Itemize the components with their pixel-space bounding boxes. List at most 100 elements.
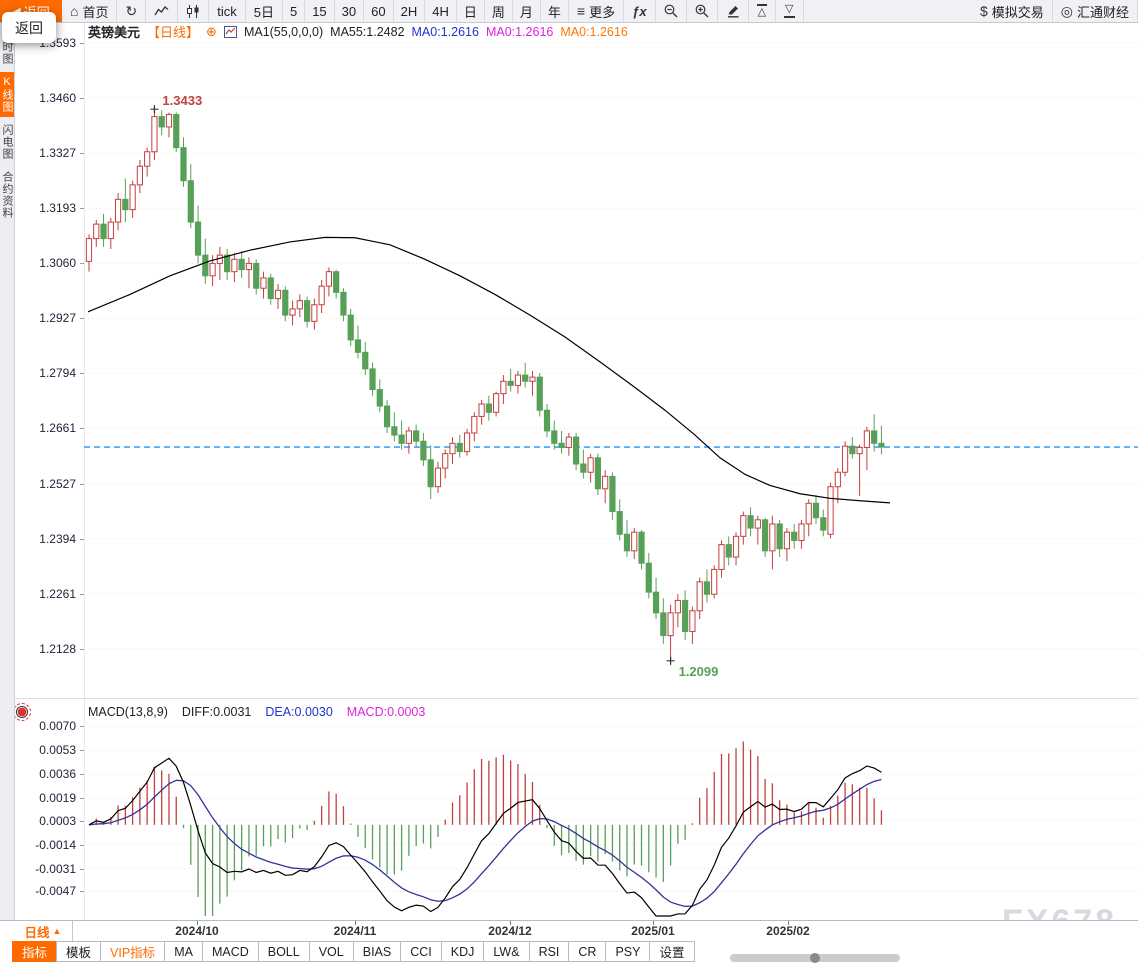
date-tick xyxy=(788,921,789,925)
price-axis-label: 1.2128 xyxy=(39,641,76,656)
sidebar-item-2[interactable]: 闪电图 xyxy=(1,124,13,160)
date-tick xyxy=(197,921,198,925)
price-axis-tick xyxy=(80,593,84,595)
toolbar-item-label: 周 xyxy=(491,4,505,20)
tab-BIAS[interactable]: BIAS xyxy=(352,941,402,962)
macd-axis-tick xyxy=(80,891,84,893)
macd-legend-row: MACD(13,8,9) DIFF:0.0031 DEA:0.0030 MACD… xyxy=(88,704,425,719)
line-chart-icon xyxy=(154,5,169,17)
toolbar-item-label: 模拟交易 xyxy=(991,4,1044,20)
price-axis-tick xyxy=(80,428,84,430)
ma55-value-label: MA55:1.2482 xyxy=(330,24,405,39)
macd-axis-label: 0.0003 xyxy=(39,813,76,828)
macd-axis-label: -0.0047 xyxy=(35,884,76,899)
add-compare-icon[interactable]: ⊕ xyxy=(206,23,217,39)
date-tick xyxy=(355,921,356,925)
toolbar-item-day[interactable]: 日 xyxy=(457,0,485,22)
macd-axis-tick xyxy=(80,844,84,846)
tab-PSY[interactable]: PSY xyxy=(605,941,651,962)
tab-CCI[interactable]: CCI xyxy=(400,941,442,962)
toolbar-item-zoom-in[interactable] xyxy=(687,0,718,22)
horizontal-scrollbar[interactable] xyxy=(730,953,900,963)
macd-chart[interactable] xyxy=(84,700,1138,918)
indicator-tabs: 指标 模板 VIP指标 MA MACD BOLL VOL BIAS CCI KDJ LW& RSI CR… xyxy=(12,941,695,962)
back-popup[interactable]: 返回 xyxy=(2,12,56,43)
period-badge-label: 日线 xyxy=(24,925,50,940)
tab-模板[interactable]: 模板 xyxy=(56,941,102,962)
scrollbar-handle[interactable] xyxy=(810,953,820,963)
toolbar-item-mark-top[interactable]: △ xyxy=(749,0,777,22)
price-axis-label: 1.2394 xyxy=(39,531,76,546)
toolbar-item-sim-trade[interactable]: $ 模拟交易 xyxy=(972,0,1053,22)
toolbar-item-label: 60 xyxy=(371,3,386,19)
macd-axis-label: 0.0036 xyxy=(39,767,76,781)
tab-BOLL[interactable]: BOLL xyxy=(257,941,310,962)
toolbar-item-m5[interactable]: 5 xyxy=(283,0,306,22)
price-axis-tick xyxy=(80,483,84,485)
sidebar-item-3[interactable]: 合约资料 xyxy=(1,171,13,219)
toolbar-item-label: 15 xyxy=(312,3,327,19)
toolbar-item-tick[interactable]: tick xyxy=(209,0,246,22)
chart-type-sidebar: 分时图 K线图 闪电图 合约资料 xyxy=(0,22,15,920)
toolbar-item-m60[interactable]: 60 xyxy=(364,0,394,22)
tab-MACD[interactable]: MACD xyxy=(201,941,259,962)
toolbar-item-m30[interactable]: 30 xyxy=(335,0,365,22)
macd-dea-label: DEA:0.0030 xyxy=(265,704,333,719)
macd-axis-label: -0.0014 xyxy=(35,837,76,852)
pane-divider xyxy=(14,698,1138,699)
zoom-out-icon xyxy=(664,4,678,18)
macd-axis-tick xyxy=(80,726,84,727)
toolbar-item-more[interactable]: ≡ 更多 xyxy=(569,0,625,22)
toolbar-item-h2[interactable]: 2H xyxy=(394,0,426,22)
tab-KDJ[interactable]: KDJ xyxy=(440,941,485,962)
toolbar-item-week[interactable]: 周 xyxy=(485,0,513,22)
toolbar-item-home[interactable]: ⌂ 首页 xyxy=(62,0,118,22)
macd-axis-tick xyxy=(80,774,84,775)
toolbar-item-5d[interactable]: 5日 xyxy=(246,0,283,22)
macd-axis-label: 0.0053 xyxy=(39,743,76,757)
svg-text:1.2099: 1.2099 xyxy=(679,664,719,679)
price-axis-tick xyxy=(80,263,84,265)
toolbar-item-huitong[interactable]: ◎ 汇通财经 xyxy=(1053,0,1138,22)
toolbar-item-label: 4H xyxy=(432,3,449,19)
toolbar-item-h4[interactable]: 4H xyxy=(425,0,457,22)
toolbar-item-mark-bottom[interactable]: ▽ xyxy=(776,0,804,22)
tab-LW&[interactable]: LW& xyxy=(483,941,530,962)
price-axis-tick xyxy=(80,318,84,320)
toolbar-item-draw[interactable] xyxy=(718,0,749,22)
toolbar-item-candlestick[interactable] xyxy=(178,0,210,22)
price-axis-tick xyxy=(80,98,84,99)
toolbar-item-refresh[interactable]: ↻ xyxy=(117,0,147,22)
price-axis-label: 1.3060 xyxy=(39,256,76,271)
price-axis-label: 1.3460 xyxy=(39,91,76,105)
tab-MA[interactable]: MA xyxy=(164,941,203,962)
tab-VOL[interactable]: VOL xyxy=(308,941,354,962)
toolbar-item-month[interactable]: 月 xyxy=(513,0,541,22)
pencil-icon xyxy=(726,4,740,18)
tab-RSI[interactable]: RSI xyxy=(528,941,570,962)
dollar-icon: $ xyxy=(979,3,988,19)
tab-CR[interactable]: CR xyxy=(568,941,607,962)
toolbar-item-label: 日 xyxy=(463,4,477,20)
toolbar-item-fx[interactable]: ƒx xyxy=(624,0,656,22)
symbol-name: 英镑美元 xyxy=(88,25,141,40)
tab-设置[interactable]: 设置 xyxy=(649,941,695,962)
tab-VIP指标[interactable]: VIP指标 xyxy=(100,941,166,962)
tab-指标[interactable]: 指标 xyxy=(12,941,58,962)
date-tick xyxy=(653,921,654,925)
price-axis-label: 1.3327 xyxy=(39,146,76,160)
candlestick-chart[interactable]: 1.3433 1.2099 xyxy=(84,40,1138,698)
price-axis-label: 1.3193 xyxy=(39,201,76,216)
indicator-settings-icon[interactable] xyxy=(13,703,31,721)
toolbar-item-label: 更多 xyxy=(589,4,616,20)
toolbar-item-zoom-out[interactable] xyxy=(656,0,687,22)
period-badge[interactable]: 日线 ▲ xyxy=(14,921,73,941)
sidebar-item-1[interactable]: K线图 xyxy=(0,72,14,117)
date-label: 2025/02 xyxy=(766,924,810,938)
macd-macd-label: MACD:0.0003 xyxy=(346,704,426,719)
toolbar-item-line-chart[interactable] xyxy=(146,0,179,22)
toolbar-item-m15[interactable]: 15 xyxy=(305,0,335,22)
toolbar-item-year[interactable]: 年 xyxy=(541,0,569,22)
main-indicator-icon xyxy=(223,25,237,38)
macd-diff-label: DIFF:0.0031 xyxy=(181,704,252,719)
